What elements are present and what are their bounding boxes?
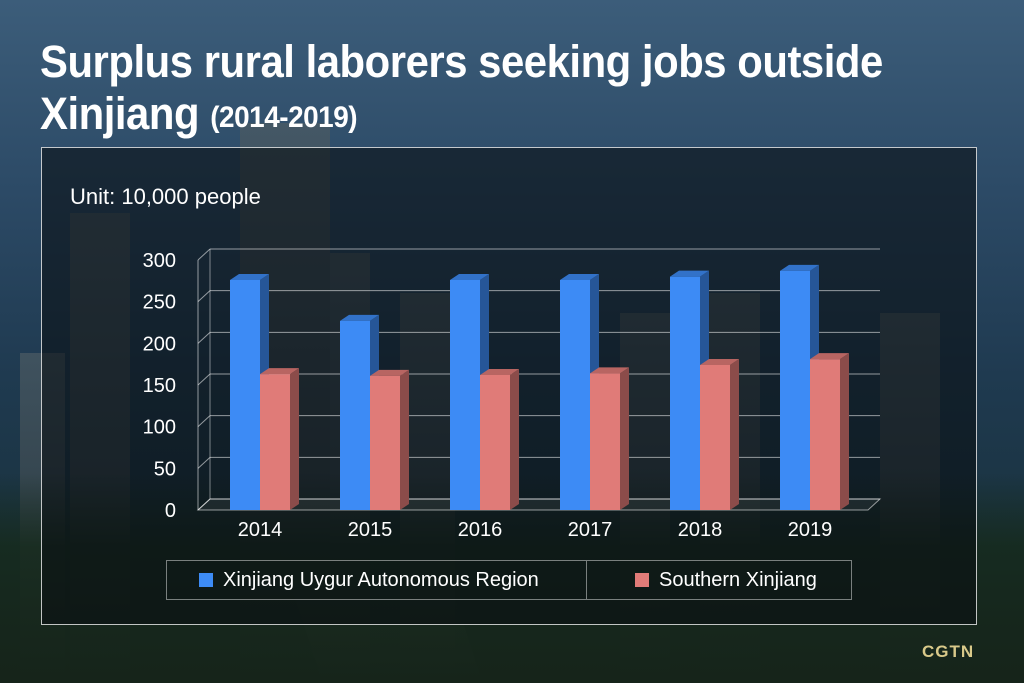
bar-series2-2018-side <box>730 359 739 510</box>
bar-series2-2016 <box>480 375 510 510</box>
gridline-depth <box>197 415 211 428</box>
x-tick-label: 2015 <box>348 519 393 541</box>
x-tick-label: 2016 <box>458 519 503 541</box>
unit-label: Unit: 10,000 people <box>70 184 261 209</box>
x-tick-label: 2014 <box>238 519 283 541</box>
y-tick-label: 50 <box>154 458 176 480</box>
bar-series2-2017-top <box>590 367 629 374</box>
bar-series2-2017 <box>590 373 620 510</box>
bar-series1-2016-top <box>450 274 489 280</box>
bar-series1-2018-top <box>670 270 709 277</box>
y-tick-label: 200 <box>143 333 176 355</box>
y-tick-label: 250 <box>143 292 176 314</box>
gridline-depth <box>197 290 211 303</box>
bar-series2-2019 <box>810 359 840 510</box>
legend-item-series2: Southern Xinjiang <box>587 561 817 599</box>
x-tick-label: 2018 <box>678 519 723 541</box>
bar-series2-2015 <box>370 375 400 510</box>
chart-subtitle: (2014-2019) <box>210 101 358 134</box>
legend: Xinjiang Uygur Autonomous Region Souther… <box>166 560 852 600</box>
legend-swatch-series1 <box>199 573 213 587</box>
x-tick-label: 2019 <box>788 519 833 541</box>
bar-series1-2017-top <box>560 274 599 280</box>
gridline-depth <box>197 373 211 386</box>
x-tick-label: 2017 <box>568 519 613 541</box>
legend-swatch-series2 <box>635 573 649 587</box>
bar-series1-2019 <box>780 270 810 510</box>
legend-label-series1: Xinjiang Uygur Autonomous Region <box>223 568 539 591</box>
gridline-depth <box>197 456 211 469</box>
gridline-depth <box>197 331 211 344</box>
bar-series1-2014 <box>230 280 260 510</box>
chart-floor <box>196 498 882 511</box>
bar-series2-2016-top <box>480 369 519 375</box>
bar-series1-2018 <box>670 276 700 510</box>
bar-series2-2016-side <box>510 369 519 510</box>
bar-series1-2017 <box>560 280 590 510</box>
bar-series1-2014-top <box>230 274 269 280</box>
gridline-depth <box>197 248 211 261</box>
cgtn-logo: CGTN <box>922 642 975 661</box>
bar-series1-2019-top <box>780 264 819 271</box>
y-tick-label: 300 <box>143 250 176 272</box>
legend-label-series2: Southern Xinjiang <box>659 568 817 591</box>
bar-series2-2018 <box>700 365 730 510</box>
legend-item-series1: Xinjiang Uygur Autonomous Region <box>167 561 587 599</box>
bar-series1-2016 <box>450 280 480 510</box>
bar-series2-2014-side <box>290 368 299 510</box>
bar-series1-2015-top <box>340 314 379 321</box>
bar-series2-2014-top <box>260 368 299 375</box>
bar-series2-2017-side <box>620 367 629 510</box>
bar-series2-2019-top <box>810 353 849 360</box>
bar-series2-2015-top <box>370 369 409 376</box>
bar-series2-2018-top <box>700 359 739 365</box>
bar-series2-2019-side <box>840 353 849 510</box>
bar-series2-2014 <box>260 374 290 510</box>
y-tick-label: 0 <box>165 500 176 522</box>
y-tick-label: 100 <box>143 417 176 439</box>
chart-title: Surplus rural laborers seeking jobs outs… <box>40 36 883 139</box>
y-tick-label: 150 <box>143 375 176 397</box>
bar-series2-2015-side <box>400 369 409 510</box>
bar-series1-2015 <box>340 320 370 510</box>
